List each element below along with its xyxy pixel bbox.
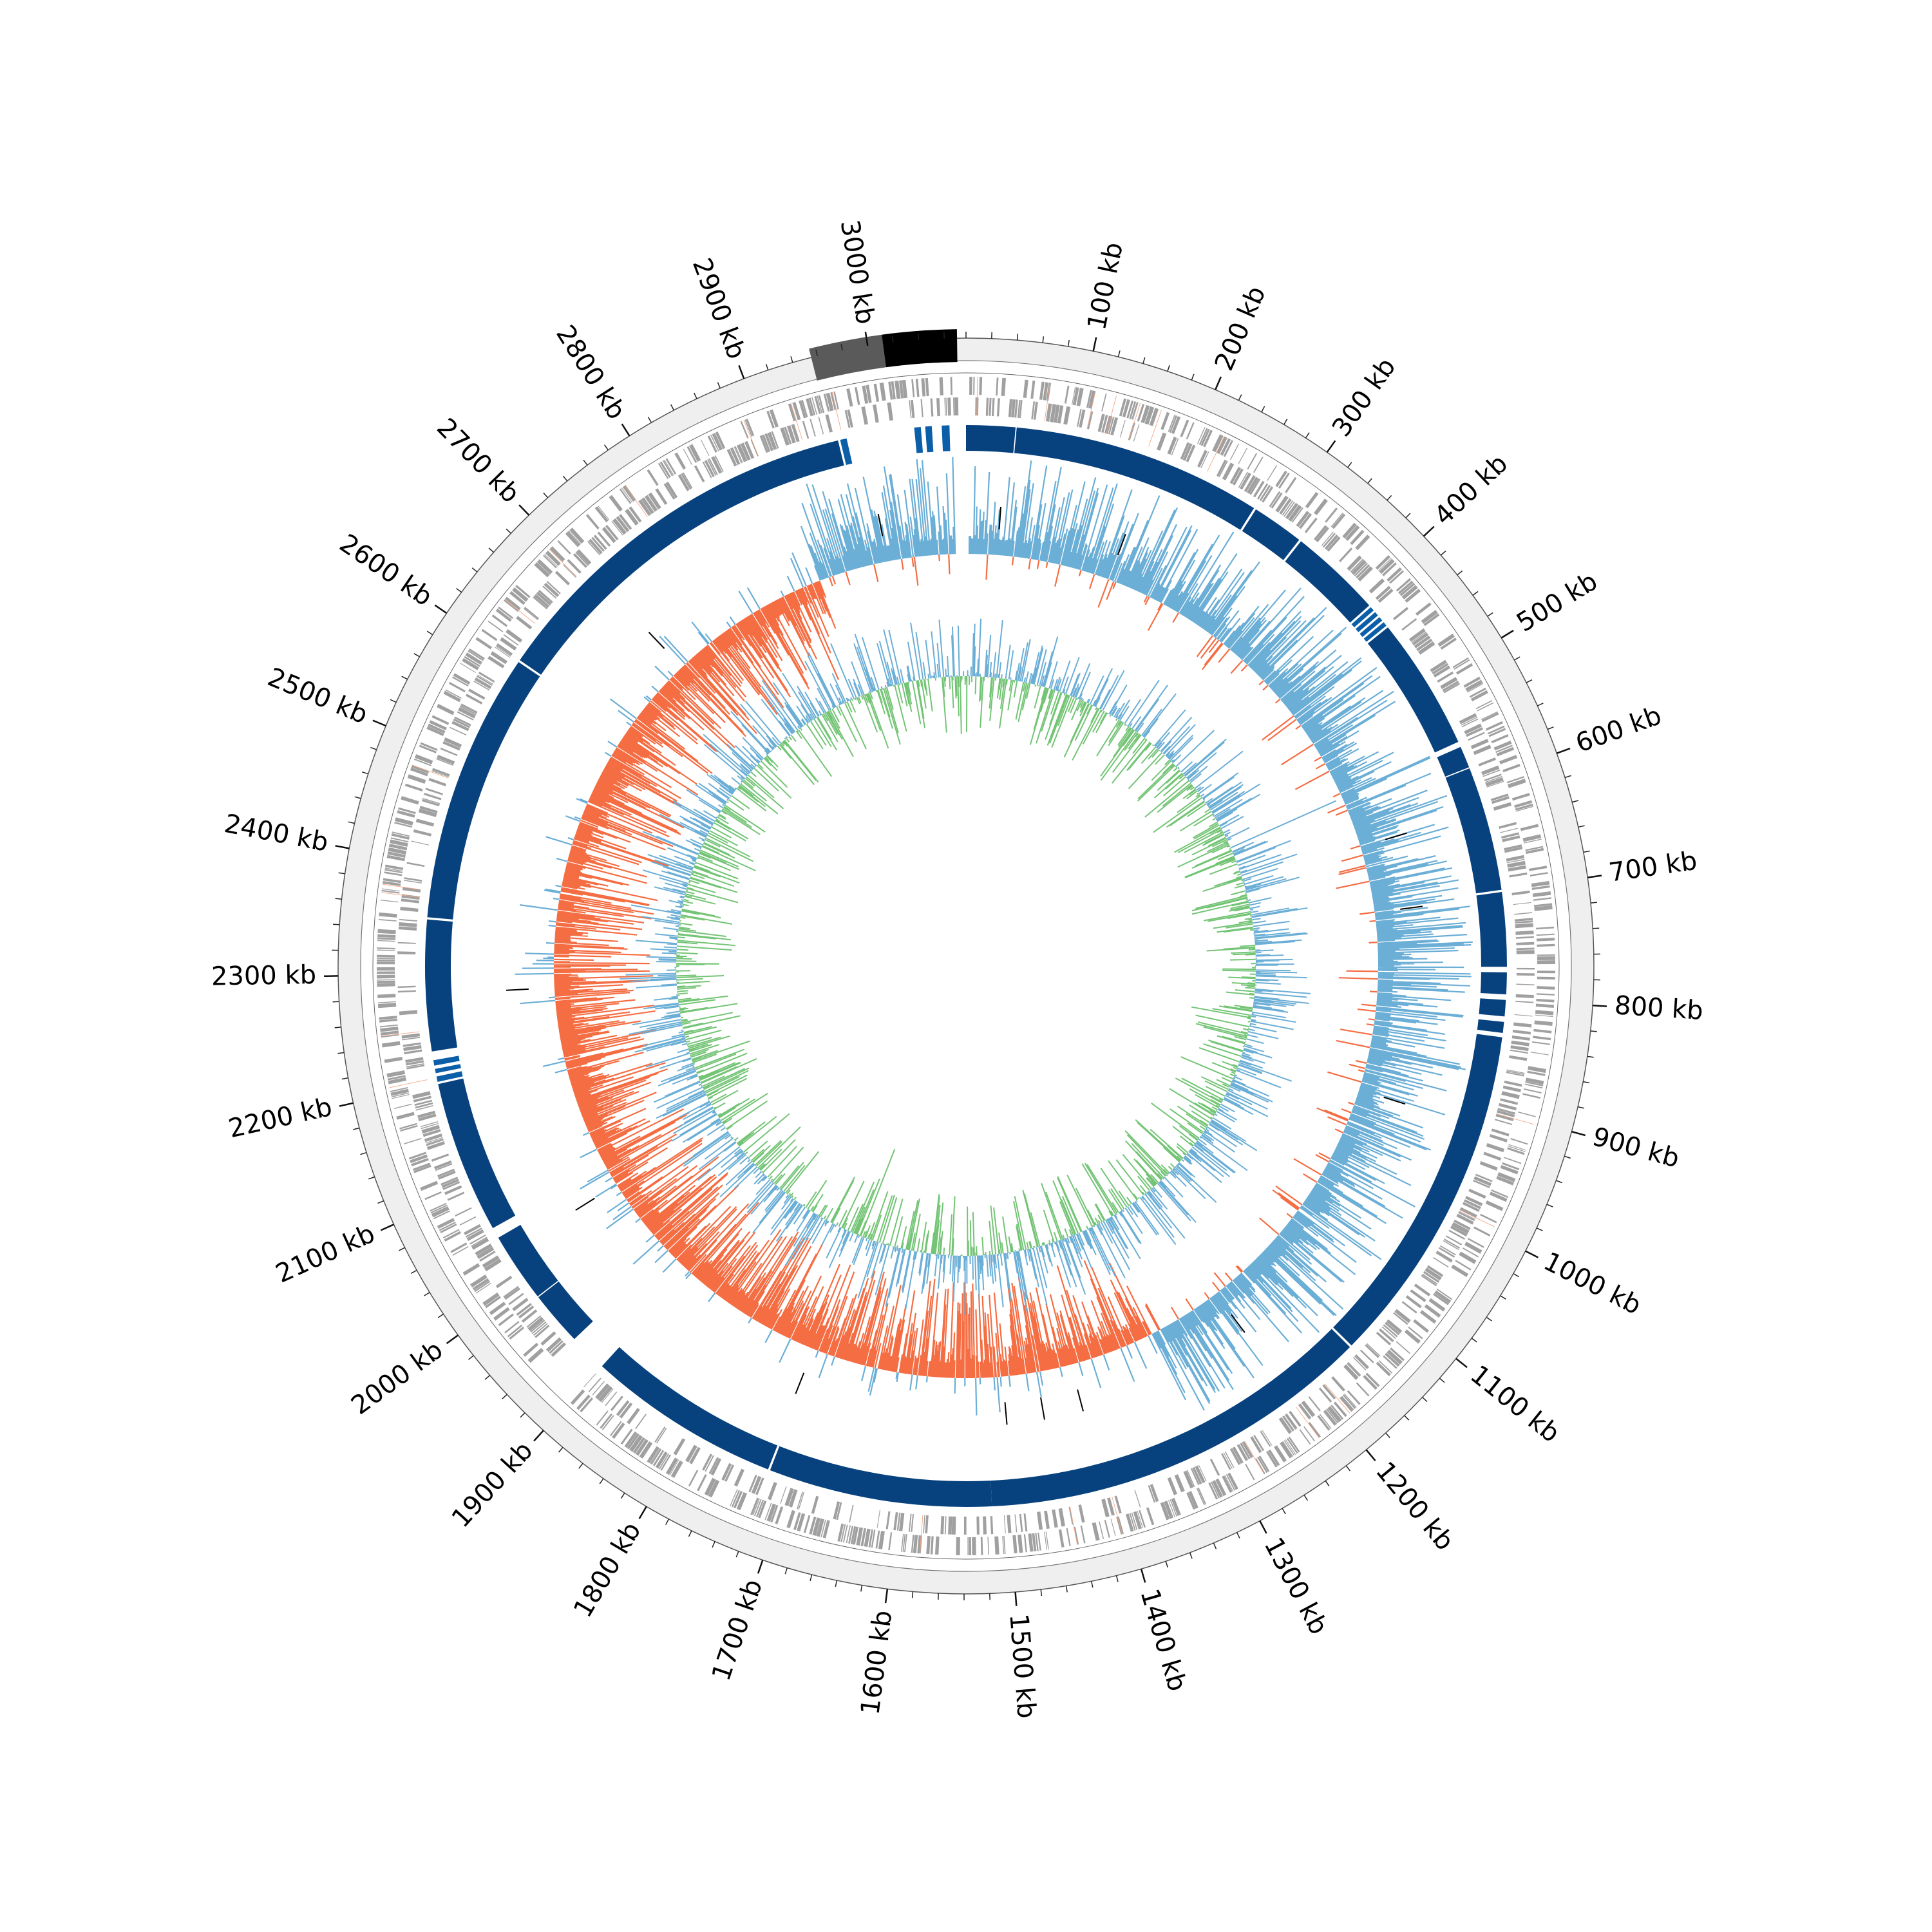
alignment-block xyxy=(427,661,540,920)
alignment-block xyxy=(942,425,951,451)
alignment-block xyxy=(1445,768,1502,894)
alignment-block xyxy=(1437,746,1470,777)
alignment-block xyxy=(1367,627,1459,753)
alignment-block xyxy=(435,1064,461,1074)
tick-label: 600 kb xyxy=(1572,701,1665,759)
alignment-block xyxy=(436,1071,463,1082)
alignment-block xyxy=(601,1347,778,1470)
alignment-block xyxy=(1476,892,1508,967)
alignment-block xyxy=(1014,427,1255,530)
tick-label: 1400 kb xyxy=(1134,1586,1192,1694)
tick-label: 2900 kb xyxy=(687,254,752,363)
tick-label: 2400 kb xyxy=(222,809,331,858)
backbone-inner-edge xyxy=(360,360,1572,1572)
tick-label: 2700 kb xyxy=(431,413,526,509)
axis-ticks xyxy=(324,332,1607,1606)
tick-label: 2300 kb xyxy=(211,960,317,992)
alignment-block xyxy=(914,426,923,453)
tick-label: 200 kb xyxy=(1209,282,1272,375)
alignment-block xyxy=(1333,1034,1502,1346)
alignment-block xyxy=(840,438,853,465)
backbone-band xyxy=(338,338,1594,1594)
gene-track-edge xyxy=(372,372,1560,1560)
gc-content-track xyxy=(620,618,1336,1316)
tick-label: 100 kb xyxy=(1082,240,1129,332)
tick-label: 800 kb xyxy=(1614,990,1704,1026)
tick-label: 500 kb xyxy=(1511,567,1602,638)
alignment-block xyxy=(1477,1019,1504,1033)
alignment-block xyxy=(1480,972,1507,995)
tick-label: 1300 kb xyxy=(1258,1533,1334,1640)
alignment-block xyxy=(966,425,1016,453)
tick-label: 900 kb xyxy=(1589,1122,1683,1174)
gc-skew-positive xyxy=(515,457,1473,1416)
gc-skew-negative xyxy=(553,554,1378,1379)
outer-segments xyxy=(809,329,958,381)
alignment-block xyxy=(990,1329,1350,1507)
backbone-ring xyxy=(337,337,1595,1595)
alignment-block xyxy=(1242,509,1300,560)
tick-label: 2200 kb xyxy=(226,1092,335,1144)
alignment-block xyxy=(424,919,458,1052)
alignment-block-track xyxy=(424,425,1508,1507)
alignment-block xyxy=(1479,998,1506,1017)
tick-label: 2000 kb xyxy=(346,1335,448,1421)
gc-skew-track xyxy=(506,457,1473,1425)
major-ticks xyxy=(324,332,1607,1606)
tick-label: 1600 kb xyxy=(855,1609,898,1717)
tick-label: 1800 kb xyxy=(568,1517,647,1623)
tick-label: 1200 kb xyxy=(1370,1456,1459,1556)
tick-label: 2100 kb xyxy=(271,1219,379,1289)
gene-track xyxy=(372,372,1560,1560)
tick-label: 2800 kb xyxy=(550,320,631,424)
tick-label: 1100 kb xyxy=(1464,1359,1565,1448)
alignment-block xyxy=(1363,622,1387,642)
alignment-block xyxy=(1351,607,1374,628)
tick-label: 400 kb xyxy=(1428,449,1513,531)
alignment-block xyxy=(1285,541,1370,623)
alignment-block xyxy=(770,1446,992,1507)
gc-content-below-mean xyxy=(676,676,1256,1256)
tick-label: 1700 kb xyxy=(706,1576,768,1685)
alignment-block xyxy=(925,426,934,453)
outer-segment xyxy=(882,329,958,368)
feature-marks xyxy=(506,506,1423,1425)
alignment-block xyxy=(1359,617,1383,638)
tick-label: 1000 kb xyxy=(1539,1247,1645,1321)
outer-segment xyxy=(809,334,886,381)
alignment-block xyxy=(538,1281,593,1340)
tick-label: 300 kb xyxy=(1327,353,1402,442)
tick-label: 700 kb xyxy=(1607,846,1699,888)
tick-label: 2600 kb xyxy=(334,529,438,612)
alignment-block xyxy=(520,440,844,675)
alignment-block xyxy=(1356,612,1378,632)
alignment-block xyxy=(433,1056,460,1066)
alignment-block xyxy=(438,1078,516,1229)
tick-label: 2500 kb xyxy=(263,663,372,730)
tick-label: 1500 kb xyxy=(1003,1613,1041,1719)
tick-label: 3000 kb xyxy=(835,218,880,326)
alignment-block xyxy=(498,1224,558,1297)
tick-label: 1900 kb xyxy=(446,1436,539,1534)
